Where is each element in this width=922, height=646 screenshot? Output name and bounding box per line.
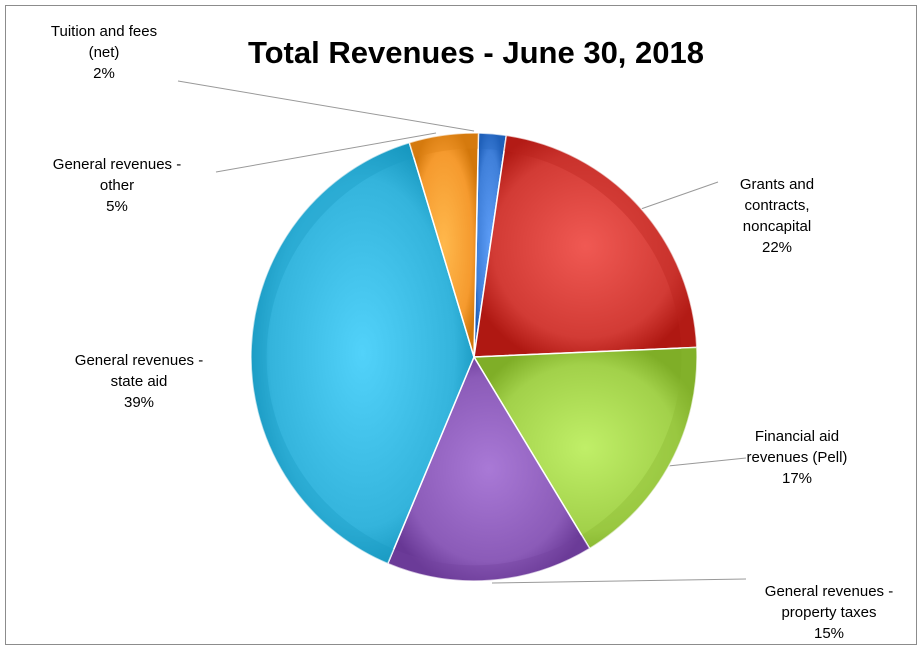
slice-label-line: property taxes (781, 604, 876, 621)
leader-line-2 (637, 181, 719, 211)
pie-slice-edge-3 (581, 347, 698, 549)
slice-label-line: state aid (111, 373, 168, 390)
slice-label-line: General revenues - (75, 352, 203, 369)
slice-label-line: (net) (89, 44, 120, 61)
pie-chart: Total Revenues - June 30, 2018 Tuition a… (51, 23, 893, 642)
leader-line-6 (215, 132, 437, 173)
slice-label-5: General revenues - state aid 39% (75, 352, 203, 411)
slice-label-1: Tuition and fees (net) 2% (51, 23, 157, 82)
leader-lines (177, 80, 747, 584)
slice-label-line: contracts, (744, 197, 809, 214)
pie-slice-5 (250, 141, 475, 565)
slice-label-line: other (100, 177, 134, 194)
slice-label-line: Financial aid (755, 428, 839, 445)
chart-area: Total Revenues - June 30, 2018 Tuition a… (5, 5, 917, 645)
slice-label-line: revenues (Pell) (747, 449, 848, 466)
slice-label-4: General revenues - property taxes 15% (765, 583, 893, 642)
slice-label-line: Tuition and fees (51, 23, 157, 40)
slice-percent: 5% (106, 198, 128, 215)
pie-slice-3 (473, 346, 698, 550)
leader-line-1 (177, 80, 475, 132)
slice-label-3: Financial aid revenues (Pell) 17% (747, 428, 848, 487)
slice-labels: Tuition and fees (net) 2% Grants and contrac… (51, 23, 893, 642)
slice-label-line: General revenues - (765, 583, 893, 600)
slice-label-line: Grants and (740, 176, 814, 193)
pie-slice-edge-6 (409, 132, 479, 158)
slice-percent: 22% (762, 239, 792, 256)
chart-title: Total Revenues - June 30, 2018 (248, 35, 704, 70)
pie-slice-edge-5 (250, 142, 414, 564)
slice-percent: 15% (814, 625, 844, 642)
pie-slice-edge-4 (387, 535, 590, 581)
slice-label-line: noncapital (743, 218, 811, 235)
pie-slice-2 (473, 134, 698, 358)
slice-label-line: General revenues - (53, 156, 181, 173)
pie-slices (250, 132, 698, 582)
slice-percent: 17% (782, 470, 812, 487)
leader-line-3 (667, 457, 747, 467)
slice-percent: 2% (93, 65, 115, 82)
pie-slice-4 (387, 356, 591, 582)
pie-slice-edge-2 (504, 135, 697, 349)
pie-slice-edge-1 (478, 133, 507, 151)
slice-percent: 39% (124, 394, 154, 411)
pie-slice-6 (408, 132, 480, 358)
slice-label-6: General revenues - other 5% (53, 156, 181, 215)
leader-line-4 (491, 578, 747, 584)
slice-label-2: Grants and contracts, noncapital 22% (740, 176, 814, 256)
